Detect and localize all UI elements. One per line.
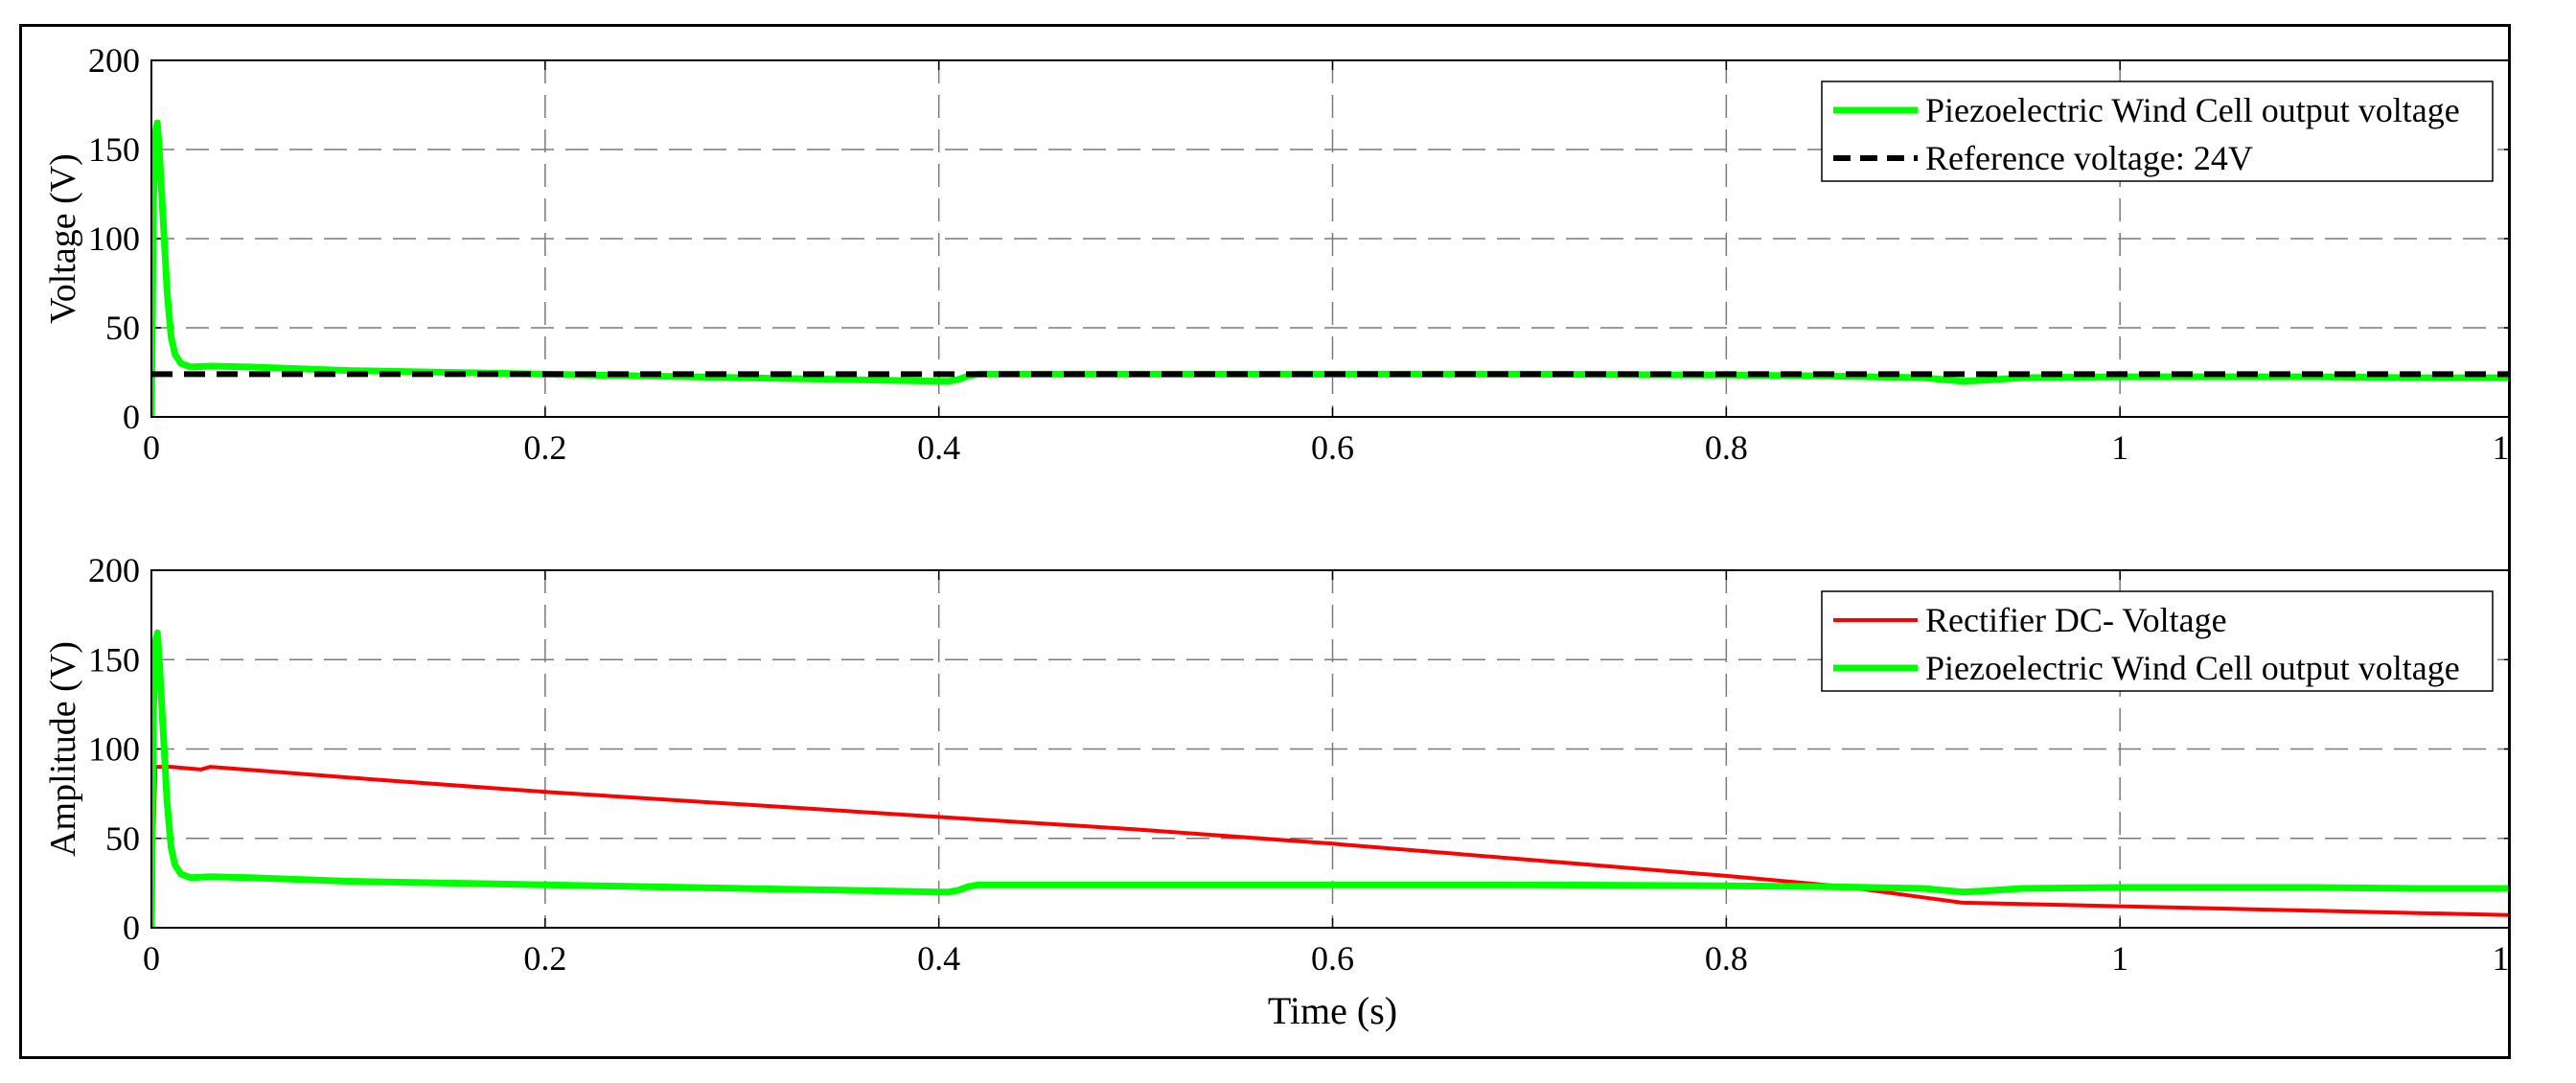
legend-label-2: Piezoelectric Wind Cell output voltage [1925,649,2460,687]
y-tick-label: 150 [88,130,140,169]
x-tick-label: 0.2 [523,939,566,978]
legend: Rectifier DC- Voltage Piezoelectric Wind … [1821,590,2494,692]
series-group [151,119,2508,417]
y-tick-label: 50 [105,309,140,347]
y-tick-label: 100 [88,730,140,769]
x-tick-label: 0.8 [1705,428,1748,467]
axes-box [150,59,2508,418]
x-tick-label: 0 [143,428,160,467]
legend-box [1821,590,2494,692]
x-tick-label: 0.4 [917,428,960,467]
legend-box [1821,81,2494,182]
series-line-2 [151,629,2508,928]
x-tick-label: 0.4 [917,939,960,978]
series-line-1 [151,765,2508,928]
x-tick-label: 0 [143,939,160,978]
x-tick-label: 0.2 [523,428,566,467]
y-tick-label: 0 [123,398,140,436]
x-tick-label: 0.6 [1311,428,1354,467]
y-tick-label: 50 [105,819,140,858]
legend-label-1: Piezoelectric Wind Cell output voltage [1925,91,2460,129]
x-tick-label: 1.2 [2493,428,2509,467]
legend: Piezoelectric Wind Cell output voltage Re… [1821,81,2494,182]
x-tick-label: 1 [2111,428,2128,467]
y-tick-label: 100 [88,219,140,258]
panel-2: 0 0.2 0.4 0.6 0.8 1 1.2 0 50 100 150 200 Amplitude (… [43,551,2508,1032]
y-axis-label: Amplitude (V) [43,641,83,857]
x-tick-label: 1.2 [2493,939,2509,978]
legend-label-1: Rectifier DC- Voltage [1925,601,2227,639]
y-tick-label: 200 [88,551,140,589]
axes-box [150,569,2508,929]
y-tick-label: 0 [123,909,140,947]
x-tick-label: 0.6 [1311,939,1354,978]
figure-frame: 00.20.40.60.811.2050100150200Voltage (V)… [19,24,2511,1059]
y-tick-label: 200 [88,41,140,80]
legend-label-2: Reference voltage: 24V [1925,139,2253,177]
panel-1: 0 0.2 0.4 0.6 0.8 1 1.2 0 50 100 150 200 Voltage (V)… [43,41,2508,467]
series-line-1 [151,119,2508,417]
x-tick-label: 1 [2111,939,2128,978]
x-tick-label: 0.8 [1705,939,1748,978]
y-tick-label: 150 [88,640,140,679]
y-axis-label: Voltage (V) [43,153,83,324]
figure-canvas: 00.20.40.60.811.2050100150200Voltage (V)… [43,41,2508,1032]
series-group [151,629,2508,928]
x-axis-label: Time (s) [1268,989,1397,1032]
